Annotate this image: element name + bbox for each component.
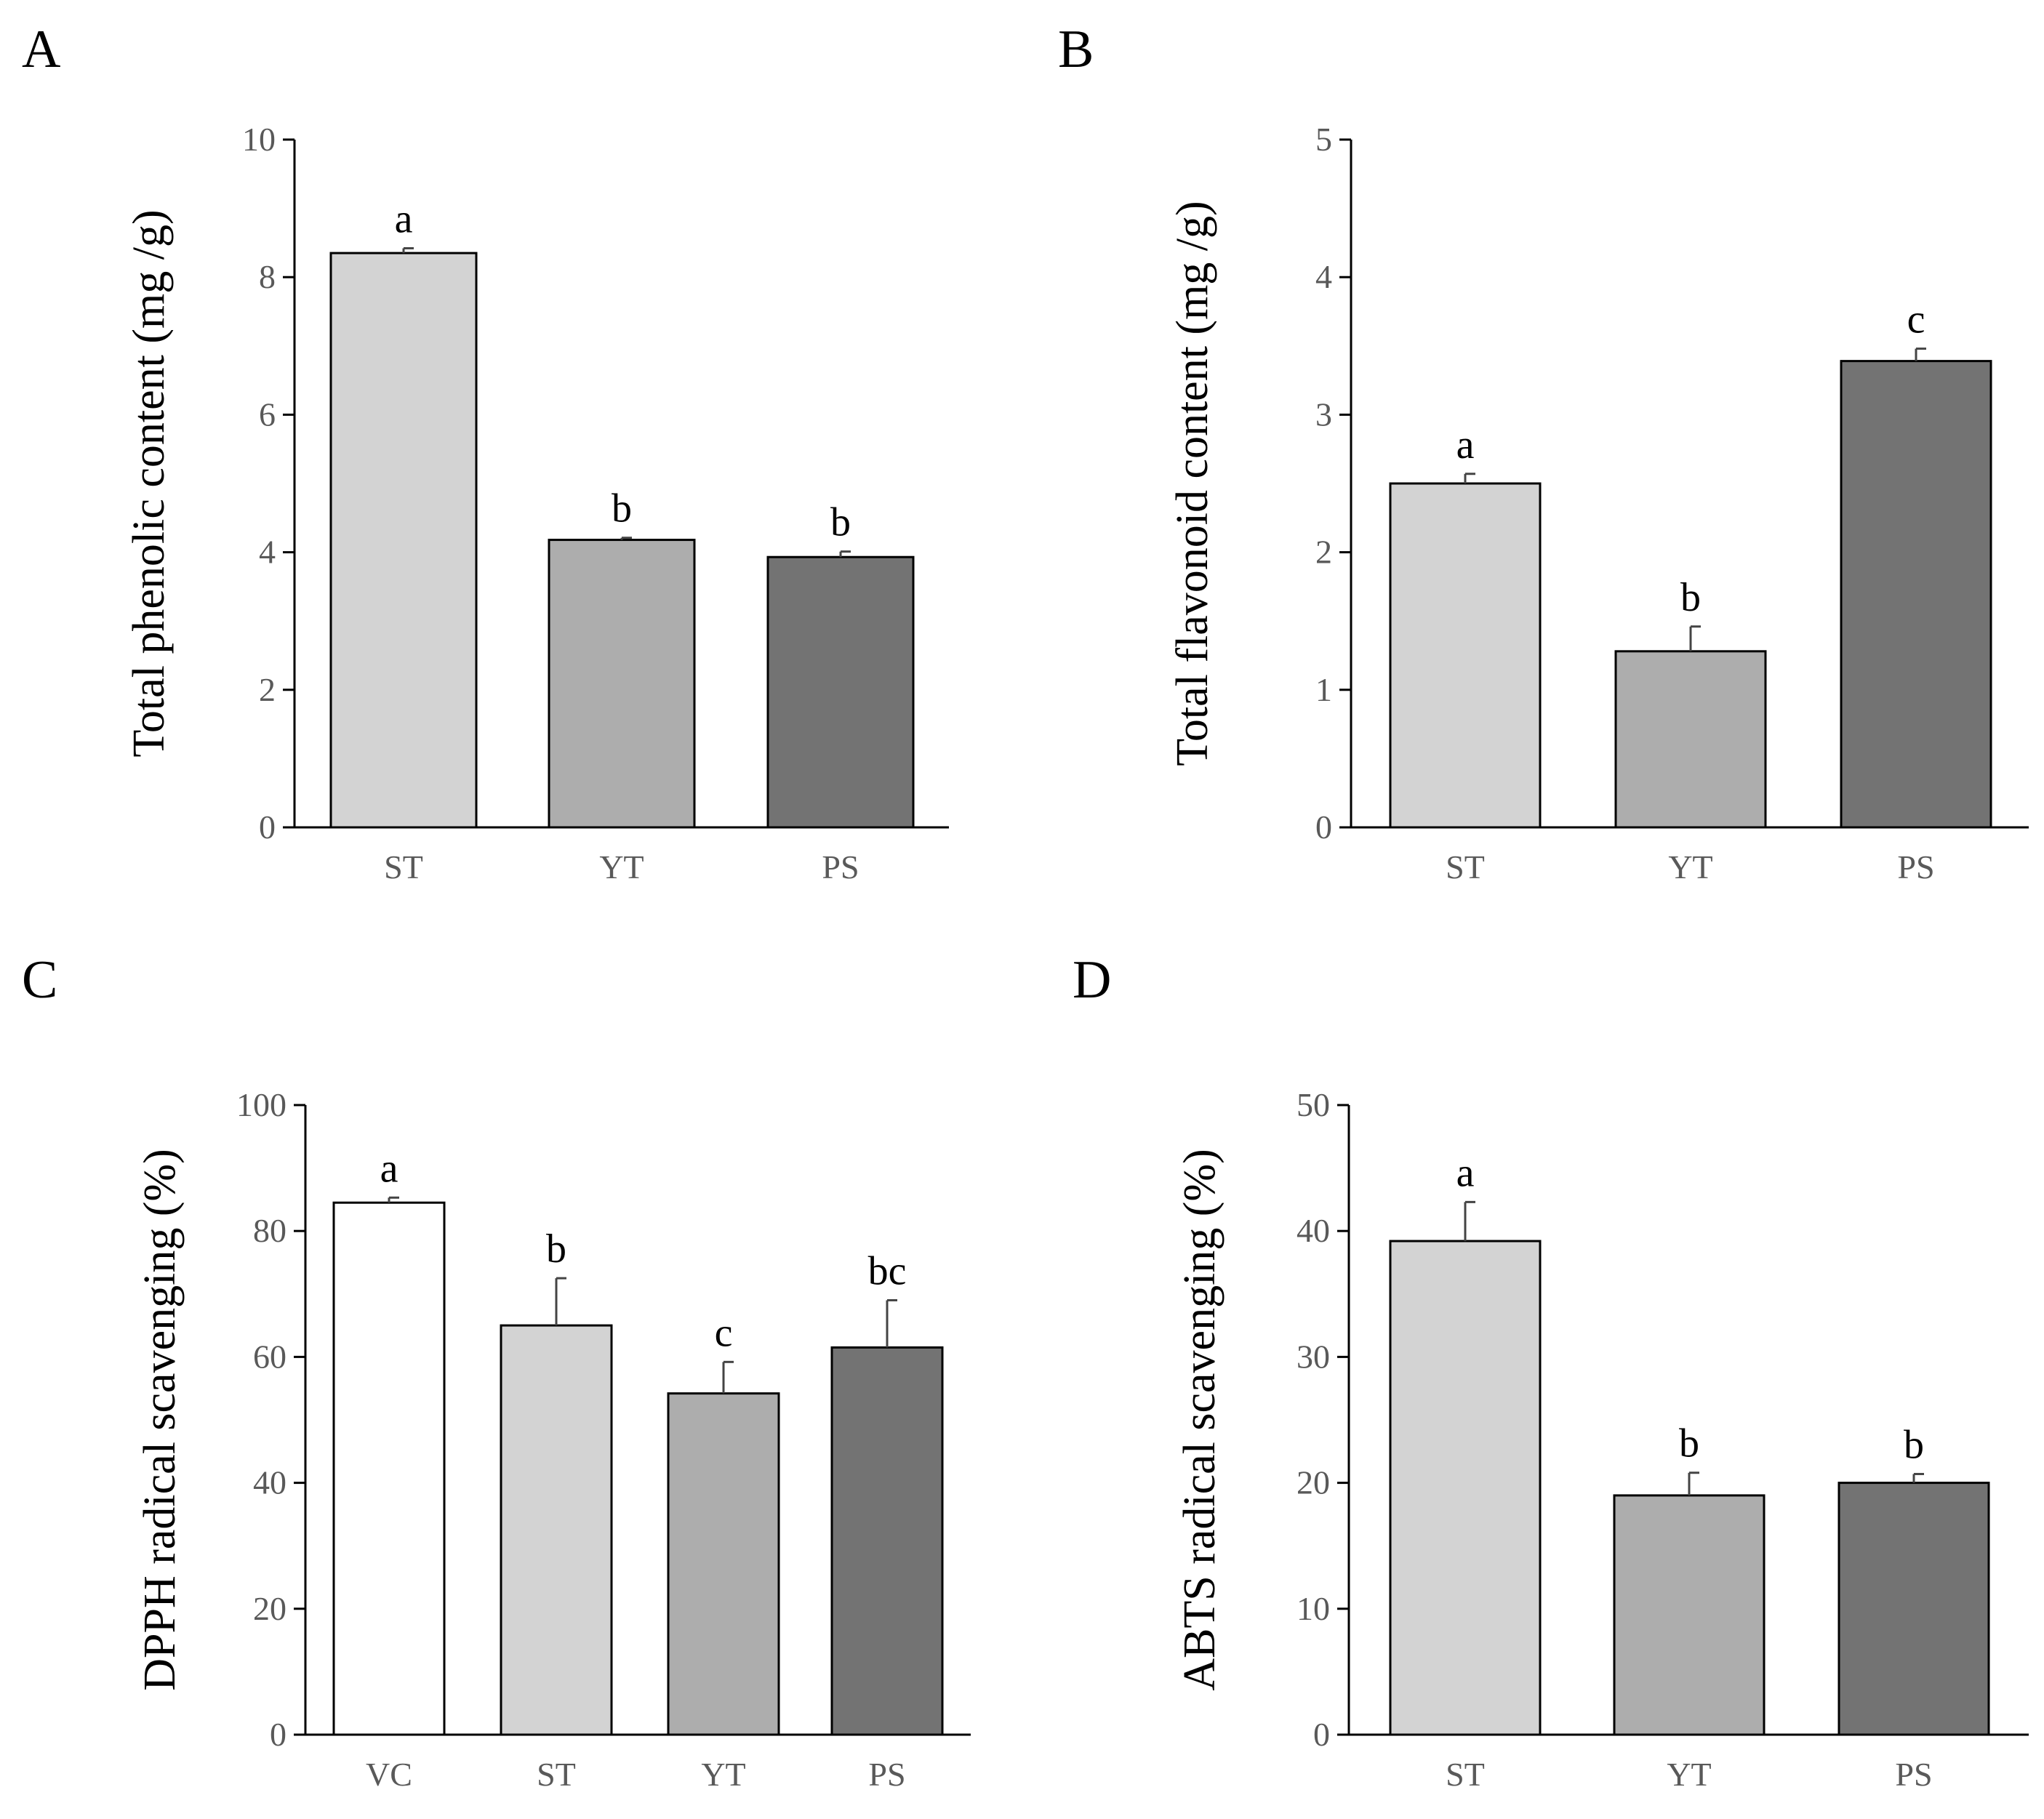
significance-label: b: [546, 1226, 566, 1272]
panel-d: D 0 10 20 30 40 50 ABTS radical scavenging (%) a…: [1073, 950, 2029, 1793]
y-tick-label: 40: [253, 1464, 286, 1501]
significance-label: b: [1904, 1422, 1924, 1467]
y-tick-label: 0: [259, 808, 276, 846]
y-tick-label: 20: [1296, 1464, 1330, 1501]
x-tick-label: PS: [1897, 848, 1934, 886]
y-axis-title: ABTS radical scavenging (%): [1175, 1149, 1225, 1690]
y-tick-label: 100: [236, 1086, 286, 1123]
significance-label: b: [1679, 1421, 1699, 1466]
y-axis-title: Total flavonoid content (mg /g): [1168, 201, 1217, 766]
y-tick-label: 50: [1296, 1086, 1330, 1123]
panel-letter: A: [22, 20, 60, 79]
y-tick-label: 8: [259, 258, 276, 295]
y-tick-label: 1: [1315, 671, 1332, 708]
bar-ps: [1837, 1482, 1990, 1736]
panel-b: B 0 1 2 3 4 5 Total flavonoid content (mg /g) a S…: [1058, 20, 2029, 886]
x-tick-label: YT: [701, 1756, 745, 1793]
bar-yt: [1614, 650, 1767, 829]
y-axis-title: Total phenolic content (mg /g): [124, 209, 174, 757]
bar-st: [1389, 1240, 1542, 1736]
bar-yt: [548, 539, 696, 829]
x-tick-label: PS: [822, 848, 859, 886]
y-axis-title: DPPH radical scavenging (%): [135, 1149, 185, 1691]
bar-st: [1389, 482, 1542, 829]
y-tick-label: 2: [1315, 534, 1332, 571]
y-tick-label: 6: [259, 395, 276, 433]
y-tick-label: 30: [1296, 1338, 1330, 1375]
significance-label: b: [830, 500, 851, 545]
significance-label: c: [1907, 297, 1925, 342]
y-tick-label: 60: [253, 1338, 286, 1375]
significance-label: c: [715, 1310, 733, 1355]
y-tick-label: 20: [253, 1590, 286, 1627]
y-tick-label: 5: [1315, 121, 1332, 158]
y-tick-label: 3: [1315, 395, 1332, 433]
bar-ps: [766, 555, 915, 829]
y-tick-label: 40: [1296, 1212, 1330, 1249]
x-tick-label: YT: [599, 848, 644, 886]
y-tick-label: 0: [1315, 808, 1332, 846]
panel-letter: B: [1058, 20, 1094, 79]
significance-label: a: [380, 1146, 398, 1191]
y-tick-label: 2: [259, 671, 276, 708]
bar-ps: [1840, 360, 1992, 829]
x-tick-label: PS: [1895, 1756, 1932, 1793]
y-tick-label: 4: [1315, 258, 1332, 295]
panel-c: C 0 20 40 60 80 100 DPPH radical scavenging (%)…: [22, 950, 971, 1793]
bar-st: [500, 1324, 613, 1736]
x-tick-label: YT: [1668, 848, 1712, 886]
panel-letter: D: [1073, 950, 1111, 1010]
y-tick-label: 80: [253, 1212, 286, 1249]
y-tick-label: 0: [1313, 1716, 1330, 1753]
x-tick-label: PS: [868, 1756, 905, 1793]
significance-label: a: [395, 196, 413, 241]
significance-label: bc: [868, 1248, 907, 1293]
x-tick-label: YT: [1667, 1756, 1711, 1793]
bar-vc: [332, 1201, 446, 1736]
y-tick-label: 10: [1296, 1590, 1330, 1627]
x-tick-label: ST: [1446, 1756, 1485, 1793]
y-tick-label: 4: [259, 534, 276, 571]
bar-yt: [1613, 1494, 1766, 1736]
bar-ps: [830, 1346, 944, 1736]
x-tick-label: ST: [1446, 848, 1485, 886]
y-tick-label: 10: [242, 121, 276, 158]
significance-label: b: [612, 486, 632, 531]
y-tick-label: 0: [270, 1716, 286, 1753]
bar-st: [329, 252, 478, 829]
x-tick-label: ST: [384, 848, 423, 886]
significance-label: a: [1456, 1150, 1475, 1195]
significance-label: b: [1680, 575, 1701, 620]
bar-yt: [667, 1392, 780, 1736]
panel-a: A 0 2 4 6 8 10 Total phenolic content (mg /g) a S…: [22, 20, 949, 886]
significance-label: a: [1456, 422, 1475, 467]
panel-letter: C: [22, 950, 57, 1010]
x-tick-label: VC: [366, 1756, 412, 1793]
x-tick-label: ST: [537, 1756, 576, 1793]
